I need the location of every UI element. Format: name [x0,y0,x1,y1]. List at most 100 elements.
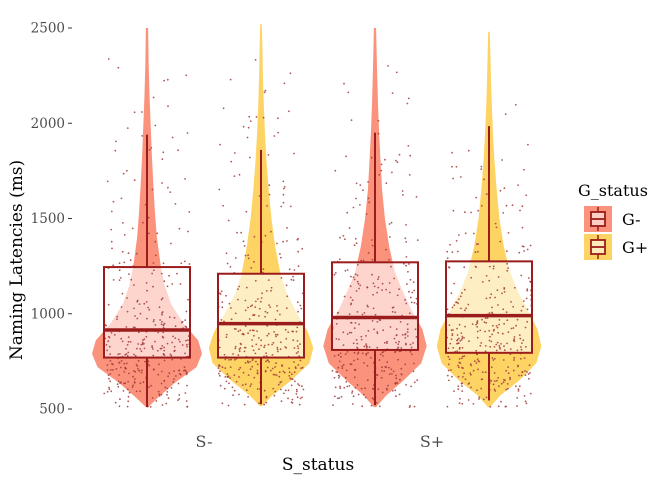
data-point [160,347,163,350]
data-point [136,365,139,367]
data-point [360,259,363,262]
data-point [161,182,164,184]
data-point [162,262,165,265]
data-point [503,287,506,289]
data-point [377,132,380,135]
data-point [268,360,270,363]
data-point [366,304,369,307]
data-point [106,180,109,183]
data-point [494,296,496,299]
data-point [456,327,458,330]
data-point [338,397,341,399]
data-point [280,400,283,403]
data-point [219,143,222,146]
data-point [413,301,416,304]
data-point [166,285,169,288]
data-point [274,333,277,336]
data-point [224,367,227,369]
data-point [301,385,303,388]
data-point [239,342,242,345]
data-point [265,290,268,292]
data-point [136,317,139,320]
data-point [107,340,110,343]
data-point [256,369,259,372]
data-point [410,346,413,349]
data-point [505,204,508,207]
data-point [279,348,282,351]
data-point [396,294,399,297]
data-point [475,349,478,352]
data-point [455,165,458,168]
data-point [338,377,340,379]
data-point [516,318,519,321]
data-point [276,350,279,353]
data-point [275,335,277,338]
data-point [128,372,130,375]
data-point [456,250,459,253]
data-point [407,97,410,100]
data-point [413,362,415,365]
data-point [408,263,410,265]
data-point [529,392,532,395]
data-point [242,371,245,374]
data-point [477,250,479,253]
data-point [372,282,375,285]
data-point [456,342,458,345]
data-point [186,371,188,374]
data-point [233,389,236,392]
data-point [482,398,485,401]
data-point [139,390,142,393]
data-point [526,371,528,373]
data-point [505,405,507,408]
data-point [220,319,223,321]
data-point [499,240,502,243]
data-point [458,402,461,405]
data-point [460,338,463,341]
data-point [395,334,398,336]
data-point [218,346,221,349]
data-point [391,92,394,94]
data-point [171,136,174,139]
data-point [409,343,412,346]
data-point [289,205,292,208]
data-point [276,309,279,312]
data-point [512,369,515,372]
data-point [353,244,356,247]
data-point [458,298,460,300]
data-point [345,155,347,158]
data-point [292,330,294,333]
data-point [498,323,500,326]
data-point [503,378,505,381]
data-point [296,390,298,393]
data-point [299,397,302,400]
data-point [392,389,394,392]
data-point [173,316,176,319]
data-point [370,404,373,407]
data-point [529,372,531,374]
data-point [167,375,170,378]
data-point [297,351,300,353]
data-point [242,240,245,243]
data-point [469,372,472,375]
data-point [517,365,519,368]
data-point [390,368,393,371]
data-point [225,294,227,297]
data-point [229,78,232,81]
data-point [484,345,487,347]
data-point [470,386,472,389]
data-point [489,335,491,338]
data-point [285,284,288,287]
data-point [264,89,267,92]
data-point [399,321,402,323]
data-point [405,342,407,345]
data-point [157,331,160,334]
data-point [478,396,481,399]
data-point [461,355,464,358]
data-point [529,280,531,283]
data-point [272,387,275,390]
data-point [160,272,163,275]
data-point [495,349,498,352]
data-point [173,378,175,380]
data-point [180,262,183,265]
data-point [359,284,362,287]
